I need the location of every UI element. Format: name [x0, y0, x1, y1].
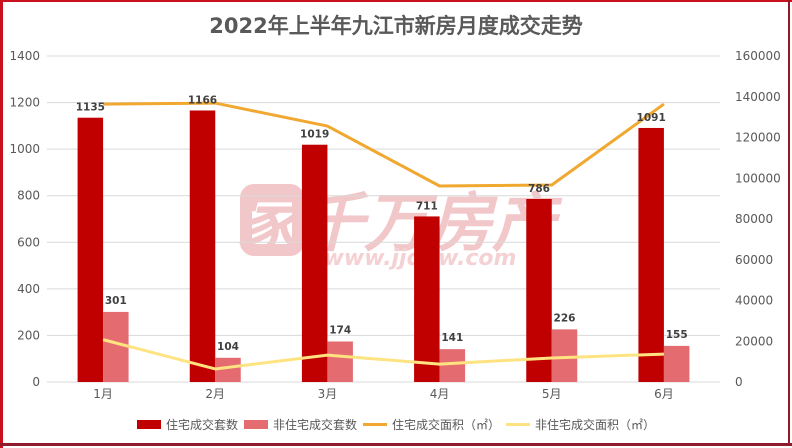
label-residential-units: 1166 — [188, 94, 217, 106]
y-left-tick: 0 — [32, 375, 40, 389]
label-non-residential-units: 141 — [441, 332, 463, 344]
chart-legend: 住宅成交套数 非住宅成交套数 住宅成交面积（㎡） 非住宅成交面积（㎡） — [0, 416, 792, 433]
y-left-tick: 1200 — [9, 96, 40, 110]
label-residential-units: 1019 — [300, 129, 329, 141]
legend-item: 住宅成交套数 — [136, 416, 238, 433]
legend-line-swatch-icon — [363, 423, 387, 426]
bar-non-residential-units — [551, 329, 578, 382]
y-right-tick: 20000 — [735, 334, 773, 348]
legend-label: 非住宅成交套数 — [272, 418, 357, 432]
label-residential-units: 1091 — [637, 112, 666, 124]
frame-border-left — [0, 0, 3, 448]
bar-residential-units — [526, 198, 552, 382]
bar-residential-units — [414, 216, 440, 382]
frame-border-top — [0, 0, 792, 2]
watermark-logo-icon — [240, 184, 304, 256]
bar-non-residential-units — [439, 349, 466, 382]
chart-title: 2022年上半年九江市新房月度成交走势 — [209, 14, 583, 38]
bar-non-residential-units — [327, 341, 353, 382]
x-tick: 6月 — [654, 387, 674, 401]
label-non-residential-units: 301 — [105, 295, 127, 307]
x-tick: 3月 — [318, 387, 338, 401]
y-right-tick: 160000 — [735, 49, 781, 63]
frame-border-right — [788, 0, 790, 446]
label-non-residential-units: 104 — [217, 341, 239, 353]
bar-non-residential-units — [103, 311, 129, 382]
y-left-tick: 600 — [17, 235, 40, 249]
y-left-tick: 400 — [17, 282, 40, 296]
x-tick: 1月 — [93, 387, 113, 401]
legend-bar-swatch-icon — [243, 420, 268, 429]
label-residential-units: 1135 — [76, 102, 105, 114]
label-non-residential-units: 174 — [329, 324, 351, 336]
y-right-tick: 120000 — [735, 131, 781, 145]
y-right-tick: 80000 — [735, 212, 773, 226]
legend-label: 住宅成交套数 — [165, 418, 238, 432]
y-left-tick: 200 — [17, 328, 40, 342]
legend-item: 住宅成交面积（㎡） — [363, 416, 500, 433]
y-right-tick: 40000 — [735, 294, 773, 308]
y-right-tick: 60000 — [735, 253, 773, 267]
y-left-tick: 1400 — [9, 49, 40, 63]
legend-label: 住宅成交面积（㎡） — [392, 418, 501, 432]
label-non-residential-units: 155 — [666, 329, 688, 341]
label-residential-units: 786 — [528, 183, 550, 195]
y-right-tick: 0 — [735, 375, 743, 389]
x-tick: 2月 — [205, 387, 225, 401]
bar-non-residential-units — [663, 345, 690, 382]
legend-item: 非住宅成交面积（㎡） — [506, 416, 655, 433]
x-tick: 4月 — [430, 387, 450, 401]
bar-residential-units — [77, 117, 104, 382]
legend-item: 非住宅成交套数 — [243, 416, 357, 433]
label-residential-units: 711 — [416, 200, 438, 212]
bar-residential-units — [301, 144, 328, 382]
legend-line-swatch-icon — [506, 423, 531, 426]
bar-residential-units — [638, 127, 664, 383]
frame-border-bottom — [0, 443, 792, 446]
label-non-residential-units: 226 — [554, 312, 576, 324]
y-left-tick: 1000 — [9, 142, 40, 156]
line-residential-area — [103, 101, 665, 188]
x-tick: 5月 — [542, 387, 562, 401]
line-non-residential-area — [102, 338, 664, 371]
y-right-tick: 140000 — [735, 90, 781, 104]
bar-residential-units — [189, 110, 216, 382]
y-right-tick: 100000 — [735, 171, 781, 185]
y-left-tick: 800 — [17, 189, 40, 203]
legend-label: 非住宅成交面积（㎡） — [535, 418, 656, 432]
legend-bar-swatch-icon — [136, 420, 161, 429]
